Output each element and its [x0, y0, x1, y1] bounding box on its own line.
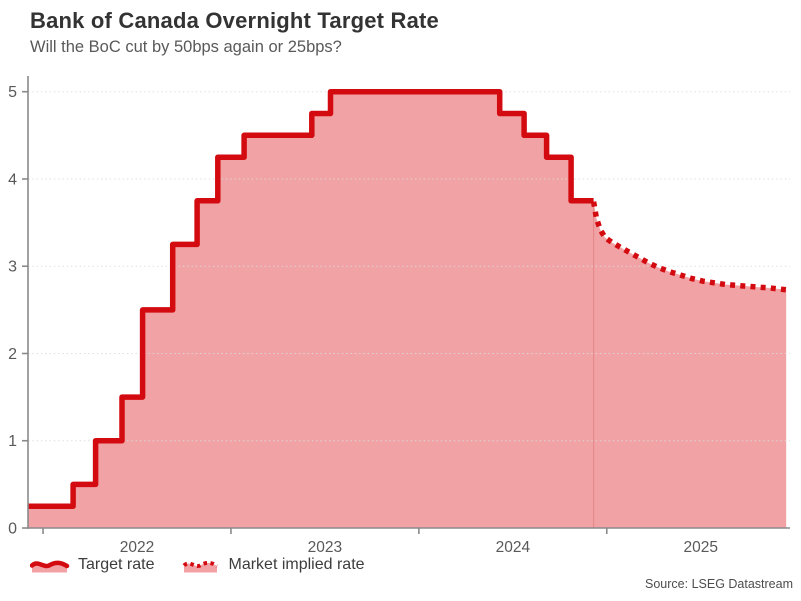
market-implied-rate-line [590, 201, 787, 293]
x-axis-label-2024: 2024 [496, 539, 531, 556]
chart-title: Bank of Canada Overnight Target Rate [30, 8, 439, 33]
y-axis-label-5: 5 [8, 84, 17, 101]
chart-subtitle: Will the BoC cut by 50bps again or 25bps… [30, 38, 342, 56]
legend-label-market-implied-rate: Market implied rate [228, 556, 365, 573]
market-implied-rate-area-icon [183, 560, 219, 573]
y-axis-label-4: 4 [8, 171, 17, 188]
source-text: Source: LSEG Datastream [645, 577, 793, 591]
x-axis-label-2025: 2025 [683, 539, 717, 556]
y-axis-label-3: 3 [8, 259, 17, 276]
x-axis-label-2023: 2023 [308, 539, 342, 556]
legend-label-target-rate: Target rate [78, 556, 155, 573]
y-axis-label-0: 0 [8, 521, 17, 538]
y-axis-label-1: 1 [8, 433, 17, 450]
rate-area-fill [28, 91, 787, 528]
y-axis-label-2: 2 [8, 346, 17, 363]
legend: Target rate Market implied rate [30, 556, 365, 574]
x-axis-label-2022: 2022 [120, 539, 154, 556]
legend-item-market-implied-rate[interactable]: Market implied rate [182, 556, 365, 574]
target-rate-line [28, 88, 594, 509]
target-rate-area-icon [30, 560, 70, 573]
legend-item-target-rate[interactable]: Target rate [30, 556, 154, 574]
